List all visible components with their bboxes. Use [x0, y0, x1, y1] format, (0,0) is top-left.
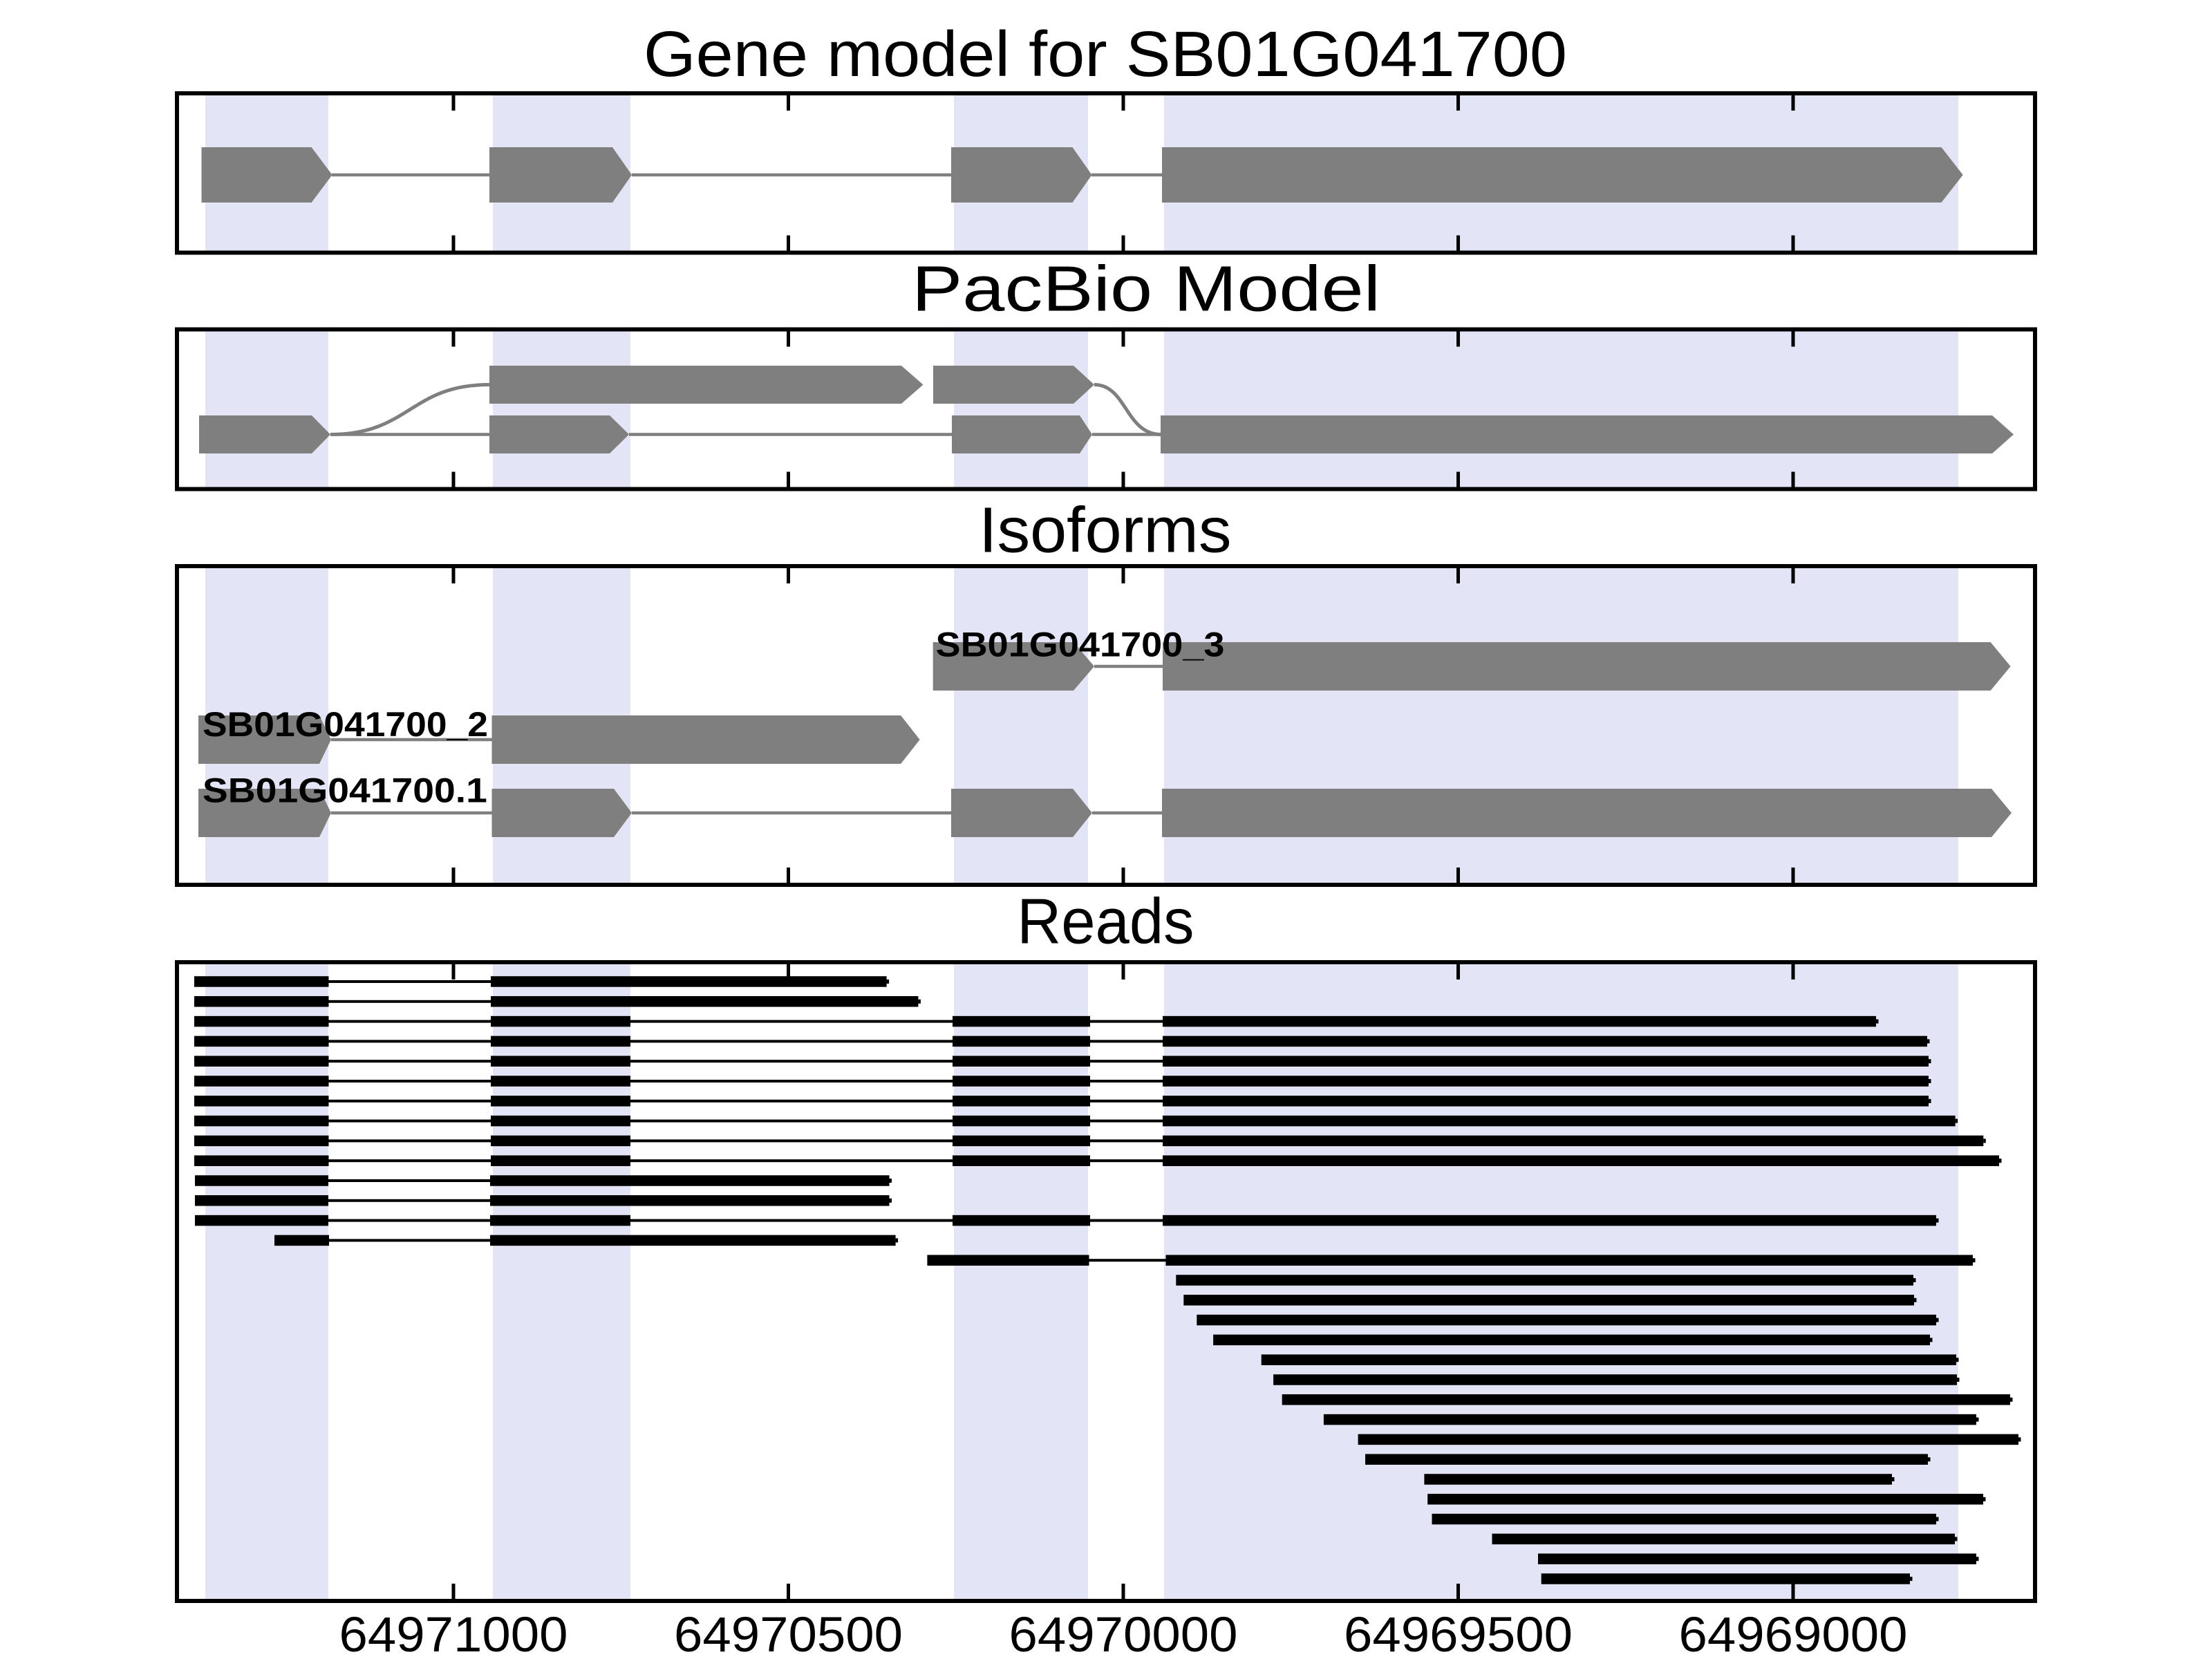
svg-text:PacBio Model: PacBio Model: [912, 252, 1380, 324]
svg-text:Isoforms: Isoforms: [979, 494, 1232, 565]
svg-text:64969500: 64969500: [1344, 1608, 1573, 1659]
svg-text:64970500: 64970500: [674, 1608, 903, 1659]
svg-text:SB01G041700.1: SB01G041700.1: [203, 771, 487, 809]
svg-text:SB01G041700_2: SB01G041700_2: [203, 705, 488, 744]
svg-text:64970000: 64970000: [1009, 1608, 1238, 1659]
svg-text:64971000: 64971000: [339, 1608, 568, 1659]
svg-text:64969000: 64969000: [1679, 1608, 1908, 1659]
svg-text:Reads: Reads: [1017, 885, 1194, 957]
svg-text:SB01G041700_3: SB01G041700_3: [936, 625, 1225, 664]
svg-text:Gene model for SB01G041700: Gene model for SB01G041700: [644, 18, 1567, 90]
